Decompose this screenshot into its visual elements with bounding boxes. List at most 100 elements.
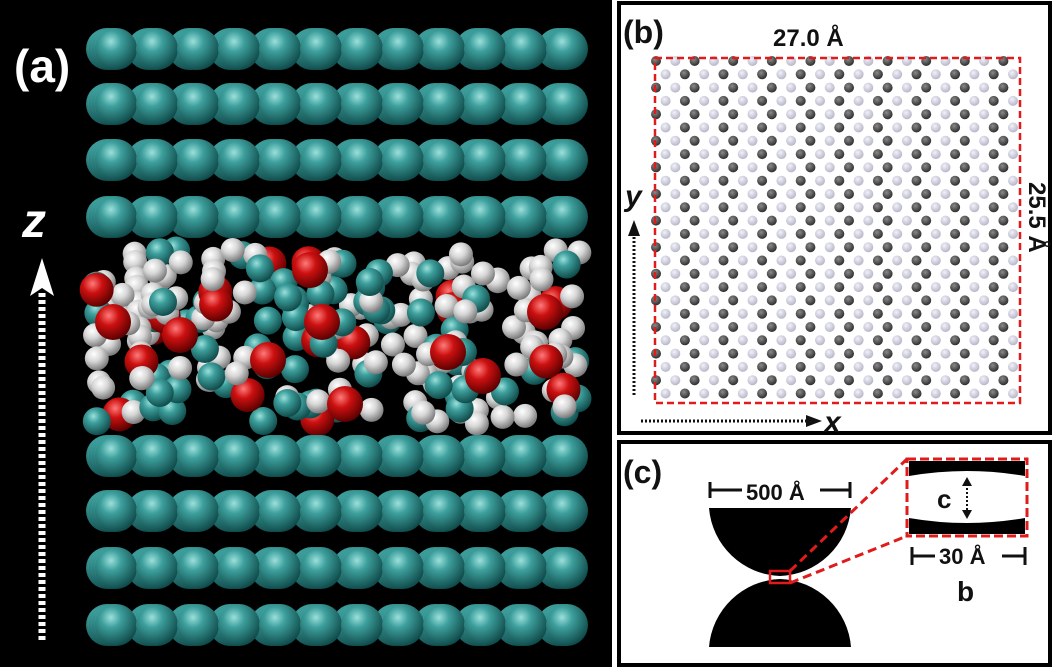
carbon-atom-dark	[728, 375, 739, 386]
carbon-atom-light	[901, 295, 912, 306]
carbon-atom-dark	[950, 175, 961, 186]
carbon-atom-dark	[844, 82, 854, 93]
substrate-atom	[218, 490, 260, 532]
substrate-atom	[464, 83, 506, 125]
carbon-atom-light	[930, 122, 941, 133]
carbon-atom-light	[699, 202, 710, 213]
carbon-atom-dark	[718, 122, 729, 133]
carbon-atom-dark	[689, 189, 700, 199]
oxygen-atom	[79, 272, 114, 307]
height-label: 25.5 Å	[1023, 182, 1051, 253]
substrate-atom	[259, 28, 301, 70]
carbon-atom-dark	[882, 268, 893, 279]
carbon-atom-dark	[911, 282, 922, 293]
carbon-atom-light	[892, 175, 903, 186]
carbon-atom-light	[776, 388, 787, 399]
carbon-atom-light	[892, 308, 903, 319]
carbon-atom-light	[786, 268, 797, 279]
oxygen-atom	[465, 358, 501, 394]
carbon-atom-light	[824, 162, 835, 173]
carbon-atom-light	[940, 242, 951, 253]
x-axis-label: x	[822, 406, 842, 439]
carbon-atom-dark	[795, 335, 806, 346]
carbon-atom-light	[901, 82, 912, 93]
hydrogen-atom	[110, 282, 135, 307]
carbon-atom-light	[670, 215, 681, 226]
cell-box	[653, 56, 1022, 405]
carbon-atom	[249, 407, 278, 436]
carbon-atom-light	[853, 122, 864, 133]
carbon-atom-light	[1008, 361, 1018, 372]
carbon-atom-dark	[834, 282, 845, 293]
carbon-atom-dark	[757, 361, 768, 372]
z-axis-arrow	[30, 258, 54, 640]
carbon-atom-light	[815, 308, 825, 319]
carbon-atom-light	[863, 268, 874, 279]
carbon-atom-light	[786, 322, 797, 332]
carbon-atom-dark	[757, 122, 768, 133]
substrate-atom	[177, 604, 219, 646]
carbon-atom-dark	[834, 95, 845, 106]
carbon-atom-dark	[911, 149, 922, 160]
carbon-atom-dark	[679, 95, 690, 106]
carbon-atom-light	[815, 361, 825, 372]
carbon-atom-dark	[872, 95, 883, 106]
carbon-atom-dark	[718, 228, 729, 239]
substrate-atom	[423, 435, 465, 477]
carbon-atom-light	[708, 348, 719, 359]
carbon-atom-light	[815, 69, 825, 80]
carbon-atom-light	[979, 348, 990, 359]
substrate-atom	[177, 547, 219, 589]
substrate-atom	[341, 547, 383, 589]
carbon-atom-dark	[795, 361, 806, 372]
carbon-atom-dark	[921, 109, 932, 120]
carbon-atom-dark	[766, 348, 777, 359]
carbon-atom-dark	[872, 388, 883, 399]
substrate-atom	[95, 139, 137, 181]
carbon-atom-dark	[689, 162, 700, 173]
substrate-atom	[177, 139, 219, 181]
substrate-atom	[136, 547, 178, 589]
substrate-atom	[341, 435, 383, 477]
carbon-atom-light	[699, 122, 710, 133]
carbon-atom-light	[863, 295, 874, 306]
hydrogen-atom	[434, 293, 459, 318]
substrate-atom	[177, 490, 219, 532]
carbon-atom-light	[863, 135, 874, 146]
substrate-atom	[300, 435, 342, 477]
carbon-atom-light	[969, 228, 980, 239]
carbon-atom-dark	[844, 348, 854, 359]
carbon-atom-light	[969, 122, 980, 133]
carbon-atom-dark	[959, 268, 970, 279]
carbon-atom-light	[660, 255, 671, 266]
carbon-atom-light	[824, 189, 835, 199]
carbon-atom-light	[969, 361, 980, 372]
carbon-atom-light	[940, 322, 951, 332]
carbon-atom-dark	[844, 322, 854, 332]
carbon-atom-dark	[872, 308, 883, 319]
carbon-atom-light	[853, 228, 864, 239]
carbon-atom-light	[660, 388, 671, 399]
carbon-atom-light	[892, 255, 903, 266]
carbon-atom-light	[892, 228, 903, 239]
substrate-atom	[423, 139, 465, 181]
substrate-atom	[341, 490, 383, 532]
carbon-atom-light	[660, 122, 671, 133]
hydrogen-atom	[403, 323, 428, 348]
carbon-atom-light	[815, 335, 825, 346]
carbon-atom-light	[786, 162, 797, 173]
carbon-atom-light	[699, 69, 710, 80]
carbon-atom-dark	[805, 348, 816, 359]
carbon-atom-light	[824, 242, 835, 253]
carbon-atom-dark	[757, 228, 768, 239]
carbon-atom-light	[747, 295, 758, 306]
carbon-atom-light	[824, 82, 835, 93]
carbon-atom-light	[824, 295, 835, 306]
hydrogen-atom	[224, 361, 249, 386]
substrate-atom	[341, 83, 383, 125]
carbon-atom	[197, 362, 226, 391]
contact-label: b	[957, 576, 974, 607]
hydrogen-atom	[391, 352, 416, 377]
carbon-atom-light	[776, 175, 787, 186]
